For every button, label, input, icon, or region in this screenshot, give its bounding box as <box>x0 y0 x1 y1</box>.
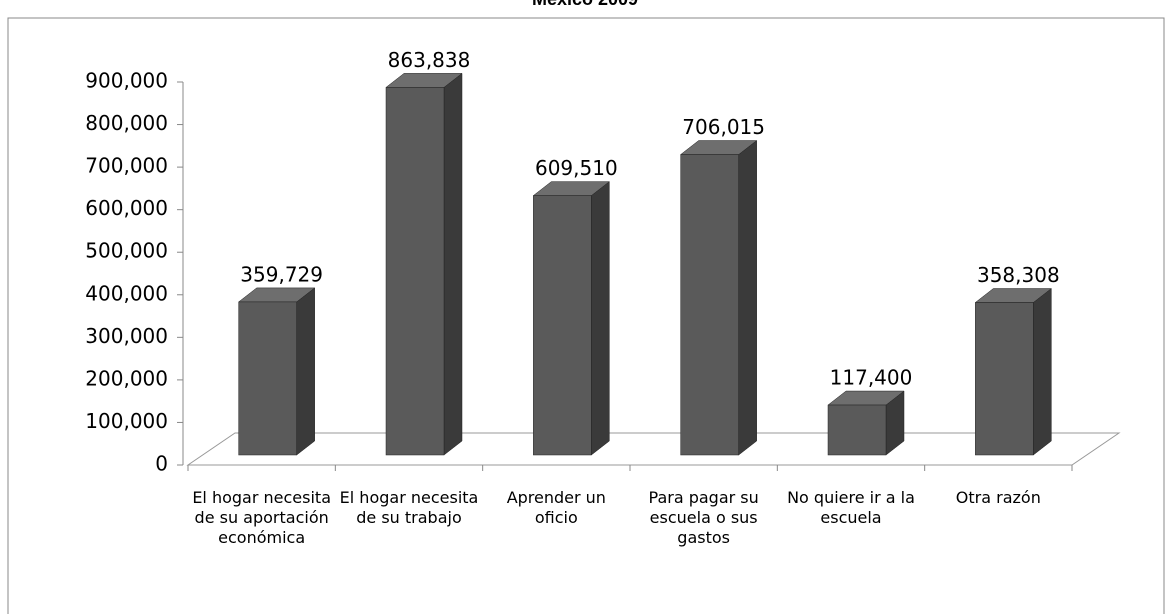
bar <box>827 404 887 456</box>
bar <box>533 195 592 456</box>
y-tick-label: 900,000 <box>85 69 168 93</box>
bar-side <box>591 181 610 456</box>
data-label: 863,838 <box>388 48 471 72</box>
x-tick-label: No quiere ir a la escuela <box>787 488 915 527</box>
bar-side <box>1033 288 1052 456</box>
y-tick-label: 500,000 <box>85 239 168 263</box>
y-tick-label: 700,000 <box>85 154 168 178</box>
data-label: 117,400 <box>830 366 913 390</box>
bar <box>975 302 1034 456</box>
y-tick-label: 0 <box>155 452 168 476</box>
y-tick-label: 300,000 <box>85 324 168 348</box>
x-tick-label: Para pagar su escuela o sus gastos <box>648 488 759 547</box>
chart-title: México 2009 <box>532 0 638 9</box>
data-label: 358,308 <box>977 263 1060 287</box>
bar <box>385 87 445 456</box>
data-label: 706,015 <box>682 115 765 139</box>
bar-side <box>296 287 315 456</box>
y-tick-label: 800,000 <box>85 111 168 135</box>
data-label: 359,729 <box>240 262 323 286</box>
bar-side <box>738 140 757 456</box>
x-tick-label: Aprender un oficio <box>506 488 606 527</box>
bar <box>680 154 739 456</box>
bar <box>238 301 297 456</box>
x-tick-label: El hogar necesita de su trabajo <box>339 488 479 527</box>
y-tick-label: 600,000 <box>85 196 168 220</box>
data-label: 609,510 <box>535 156 618 180</box>
y-tick-label: 200,000 <box>85 366 168 390</box>
y-tick-label: 100,000 <box>85 409 168 433</box>
y-tick-label: 400,000 <box>85 281 168 305</box>
x-tick-label: Otra razón <box>955 488 1041 507</box>
bar-side <box>443 72 463 456</box>
x-tick-label: El hogar necesita de su aportación econó… <box>192 488 331 547</box>
